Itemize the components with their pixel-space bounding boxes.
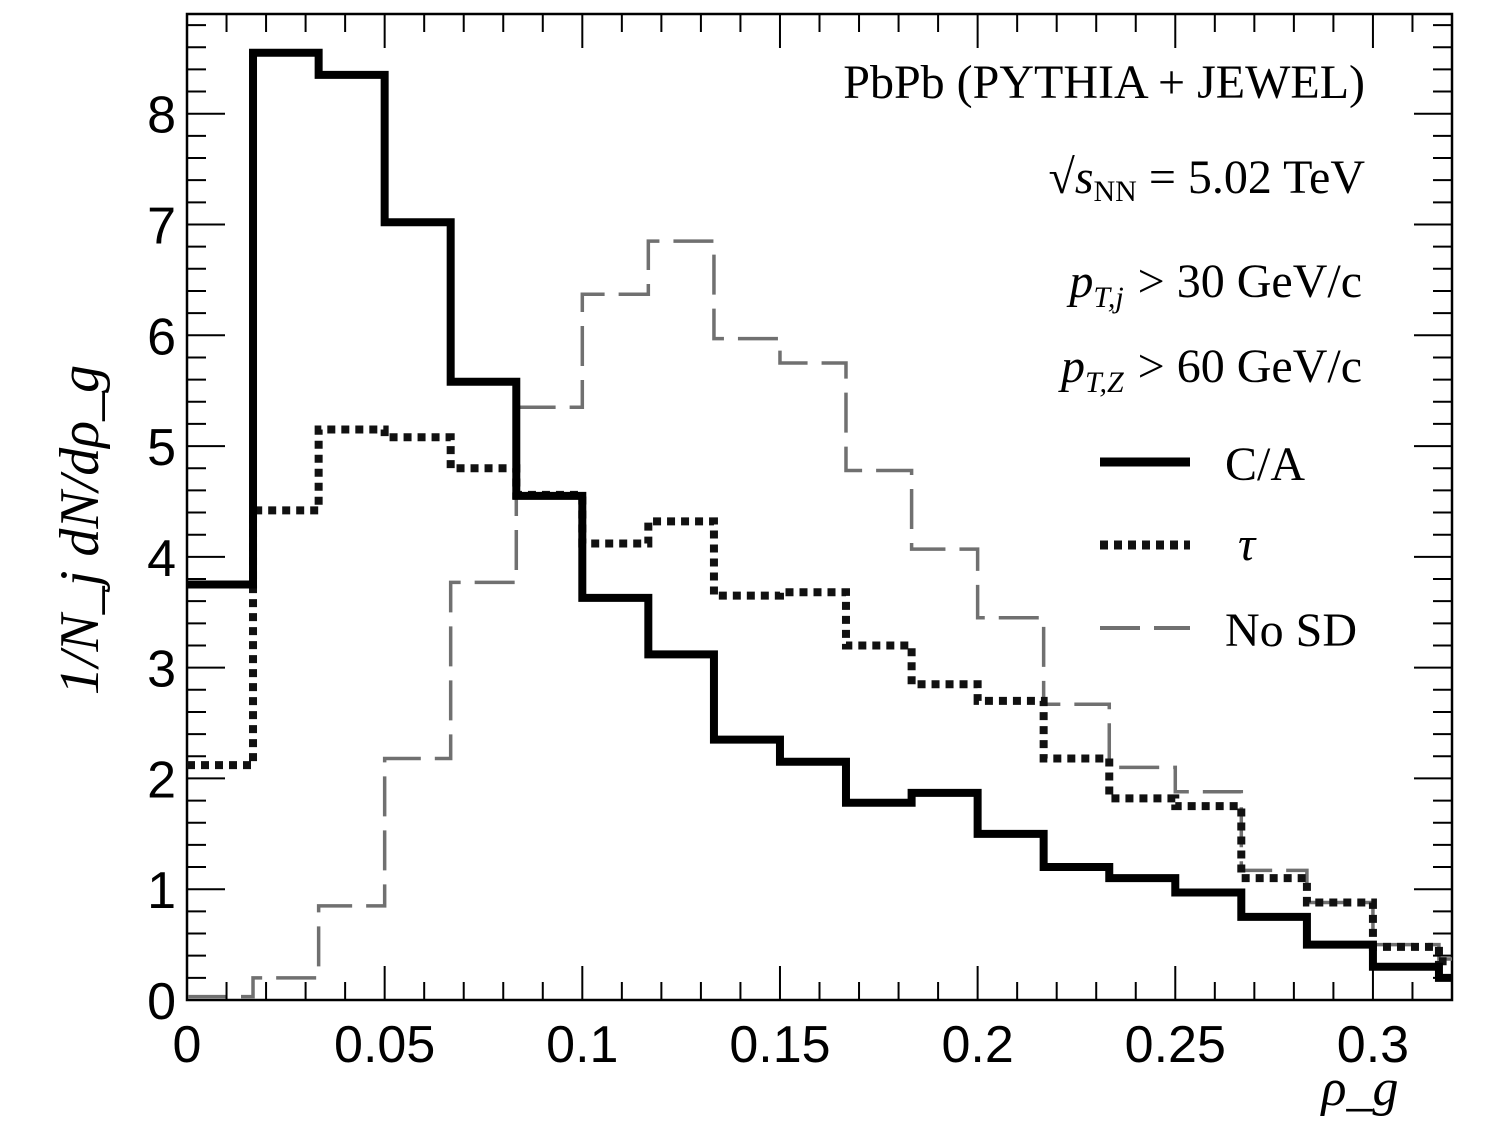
x-tick-label: 0.3 (1337, 1016, 1409, 1074)
series-line-nosd (187, 239, 1452, 999)
collision-label: PbPb (PYTHIA + JEWEL) (843, 56, 1365, 109)
y-tick-label: 5 (147, 419, 176, 477)
y-tick-label: 8 (147, 87, 176, 145)
legend-label-nosd: No SD (1225, 604, 1357, 657)
legend-label-tau: τ (1238, 518, 1257, 571)
x-tick-label: 0.1 (546, 1016, 618, 1074)
energy-prefix: √s (1048, 151, 1093, 204)
energy-value: = 5.02 TeV (1149, 151, 1365, 204)
energy-sub: NN (1094, 175, 1137, 208)
ticks-layer (186, 14, 1453, 1001)
energy-label: √sNN = 5.02 TeV (1048, 151, 1365, 208)
x-tick-label: 0.15 (729, 1016, 830, 1074)
annotations: PbPb (PYTHIA + JEWEL) √sNN = 5.02 TeV pT,… (843, 56, 1365, 399)
y-tick-label: 2 (147, 751, 176, 809)
x-tick-label: 0.2 (941, 1016, 1013, 1074)
y-tick-label: 4 (147, 530, 176, 588)
x-tick-label: 0.25 (1125, 1016, 1226, 1074)
y-tick-label: 3 (147, 641, 176, 699)
series-layer (187, 48, 1452, 999)
series-line-ca (187, 48, 1452, 982)
y-tick-label: 1 (147, 862, 176, 920)
y-axis-label: 1/N_j dN/dρ_g (49, 365, 111, 695)
x-tick-label: 0 (173, 1016, 202, 1074)
y-tick-label: 0 (147, 973, 176, 1031)
tick-labels-layer: 0 0.05 0.1 0.15 0.2 0.25 0.3 0 1 2 3 4 5 6 7 8 (147, 87, 1409, 1074)
y-axis-label-text: 1/N_j dN/dρ_g (49, 365, 111, 695)
z-pt-cut: pT,Z > 60 GeV/c (1058, 340, 1362, 399)
x-tick-label: 0.05 (334, 1016, 435, 1074)
jet-pt-cut: pT,j > 30 GeV/c (1066, 255, 1362, 314)
x-axis-label: ρ_g (1320, 1060, 1399, 1117)
jet-pt-value: > 30 GeV/c (1138, 255, 1362, 308)
y-tick-label: 7 (147, 197, 176, 255)
z-pt-symbol: p (1058, 340, 1085, 393)
z-pt-sub: T,Z (1085, 366, 1124, 399)
jet-pt-sub: T,j (1093, 281, 1123, 314)
y-tick-label: 6 (147, 308, 176, 366)
jet-pt-symbol: p (1066, 255, 1093, 308)
z-pt-value: > 60 GeV/c (1138, 340, 1362, 393)
legend-label-ca: C/A (1225, 438, 1305, 491)
legend: C/A τ No SD (1100, 438, 1357, 657)
series-line- (187, 425, 1452, 966)
